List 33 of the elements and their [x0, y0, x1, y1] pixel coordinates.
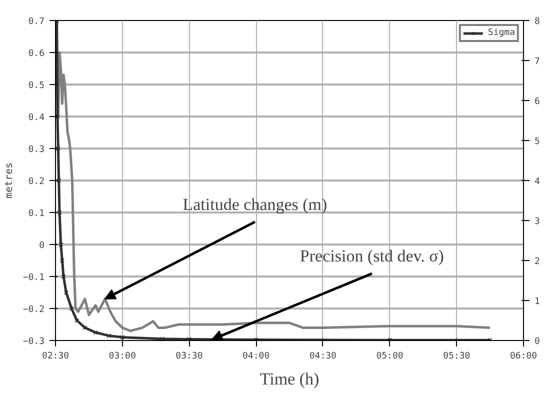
y-tick-label: −0.3 — [22, 337, 45, 347]
y-tick-label: 0.4 — [28, 113, 45, 123]
y-tick-label: 0.6 — [28, 49, 45, 59]
y2-tick-label: 7 — [534, 57, 540, 67]
y2-tick-label: 2 — [534, 257, 540, 267]
y-tick-label: −0.1 — [22, 273, 45, 283]
y2-tick-label: 8 — [534, 17, 540, 27]
y-tick-label: 0 — [39, 241, 45, 251]
x-tick-label: 04:30 — [309, 352, 336, 362]
x-tick-label: 03:00 — [108, 352, 136, 362]
x-tick-label: 03:30 — [176, 352, 203, 362]
y2-tick-label: 5 — [534, 137, 540, 147]
y-tick-label: 0.2 — [28, 177, 45, 187]
x-tick-label: 05:30 — [443, 352, 470, 362]
x-tick-label: 06:00 — [510, 352, 538, 362]
x-tick-label: 04:00 — [242, 352, 270, 362]
annotation: Latitude changes (m) — [182, 194, 328, 214]
y2-tick-label: 3 — [534, 217, 540, 227]
y-tick-label: 0.3 — [28, 145, 45, 155]
y-tick-label: 0.5 — [28, 81, 45, 91]
y-tick-label: 0.7 — [28, 17, 45, 27]
y2-tick-label: 4 — [534, 177, 540, 187]
y2-tick-label: 6 — [534, 97, 540, 107]
y-tick-label: 0.1 — [28, 209, 45, 219]
x-tick-label: 02:30 — [42, 352, 70, 362]
x-axis-title: Time (h) — [260, 370, 320, 388]
y2-tick-label: 1 — [534, 297, 540, 307]
y-tick-label: −0.2 — [22, 305, 45, 315]
annotation: Precision (std dev. σ) — [300, 246, 444, 266]
legend-label: Sigma — [488, 28, 515, 38]
y2-tick-label: 0 — [534, 337, 540, 347]
y-axis-title: metres — [4, 162, 15, 199]
x-tick-label: 05:00 — [376, 352, 404, 362]
